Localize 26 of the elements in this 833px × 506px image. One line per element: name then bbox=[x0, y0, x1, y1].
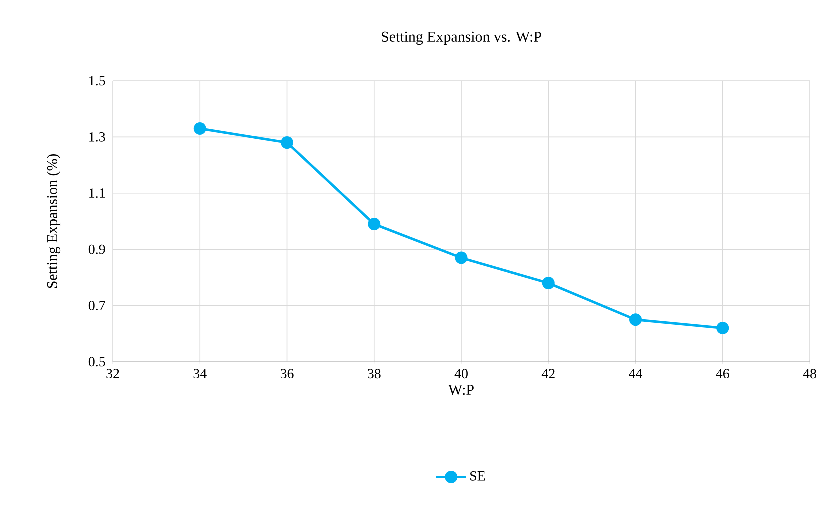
x-tick-label: 38 bbox=[368, 369, 381, 379]
point bbox=[368, 218, 381, 231]
y-tick-label: 0.5 bbox=[88, 357, 106, 367]
x-tick-label: 48 bbox=[803, 369, 816, 379]
point bbox=[716, 322, 730, 335]
y-tick-label: 0.7 bbox=[88, 301, 106, 311]
point bbox=[455, 252, 468, 264]
point bbox=[194, 122, 206, 136]
y-tick-label: 0.9 bbox=[88, 244, 106, 254]
x-tick-label: 46 bbox=[716, 369, 730, 379]
x-tick-label: 40 bbox=[454, 369, 468, 379]
x-axis-title: W:P bbox=[448, 385, 474, 396]
y-axis-title: Setting Expansion (%) bbox=[46, 154, 61, 288]
x-tick-label: 42 bbox=[542, 369, 555, 378]
point bbox=[281, 136, 294, 150]
legend-label: SE bbox=[470, 471, 486, 481]
chart-title: Setting Expansion vs. W:P bbox=[382, 32, 542, 46]
x-tick-label: 44 bbox=[629, 369, 643, 378]
y-tick-label: 1.3 bbox=[90, 132, 106, 142]
point bbox=[630, 314, 642, 326]
y-tick-label: 1.5 bbox=[90, 76, 106, 86]
point bbox=[542, 277, 555, 290]
y-tick-label: 1.1 bbox=[90, 188, 105, 198]
x-tick-label: 36 bbox=[280, 369, 294, 379]
x-tick-label: 32 bbox=[106, 369, 120, 379]
x-tick-label: 34 bbox=[194, 369, 207, 379]
